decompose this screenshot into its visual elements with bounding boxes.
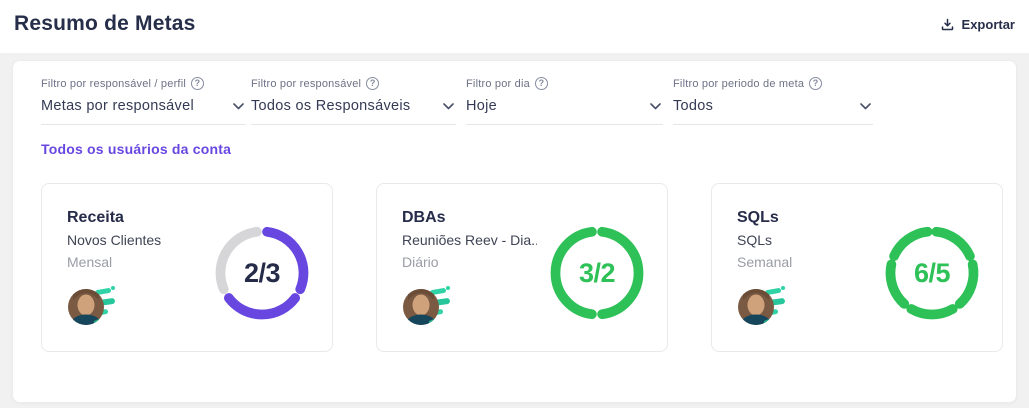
filter-selected-value: Metas por responsável (41, 98, 194, 114)
help-icon[interactable]: ? (809, 77, 823, 90)
filter-group: Filtro por dia ? Hoje (466, 77, 663, 125)
filter-label: Filtro por responsável / perfil ? (41, 77, 246, 90)
filter-select[interactable]: Hoje (466, 97, 663, 125)
filter-select[interactable]: Metas por responsável (41, 97, 246, 125)
goal-card-subtitle: SQLs (737, 232, 773, 248)
account-users-link[interactable]: Todos os usuários da conta (41, 141, 232, 157)
goal-cards: Receita Novos Clientes Mensal (41, 183, 1003, 352)
summary-panel: Filtro por responsável / perfil ? Metas … (12, 60, 1017, 403)
help-icon[interactable]: ? (534, 77, 548, 90)
filter-group: Filtro por responsável / perfil ? Metas … (41, 77, 246, 125)
goal-card-title: SQLs (737, 209, 779, 226)
filter-selected-value: Todos os Responsáveis (251, 98, 411, 114)
goal-card: DBAs Reuniões Reev - Dia... Diário (376, 183, 668, 352)
goal-card-title: Receita (67, 209, 124, 226)
export-button-label: Exportar (961, 17, 1015, 32)
filters-row: Filtro por responsável / perfil ? Metas … (41, 77, 873, 125)
goal-card-subtitle: Reuniões Reev - Dia... (402, 232, 537, 248)
filter-label: Filtro por responsável ? (251, 77, 456, 90)
export-button[interactable]: Exportar (940, 17, 1015, 32)
goal-card: SQLs SQLs Semanal 6 (711, 183, 1003, 352)
chevron-down-icon (860, 97, 871, 115)
goal-card-subtitle: Novos Clientes (67, 232, 162, 248)
filter-label: Filtro por dia ? (466, 77, 663, 90)
goal-card-period: Mensal (67, 254, 113, 270)
page-title: Resumo de Metas (14, 12, 196, 35)
goal-progress-label: 2/3 (243, 257, 281, 288)
filter-select[interactable]: Todos (673, 97, 873, 125)
chevron-down-icon (233, 97, 244, 115)
goal-card-title: DBAs (402, 209, 446, 226)
download-icon (940, 17, 955, 32)
help-icon[interactable]: ? (190, 77, 204, 90)
filter-label-text: Filtro por periodo de meta (673, 77, 805, 90)
avatar (67, 284, 119, 333)
help-icon[interactable]: ? (366, 77, 380, 90)
goal-card: Receita Novos Clientes Mensal (41, 183, 333, 352)
donut-chart (550, 226, 644, 320)
filter-label-text: Filtro por responsável / perfil (41, 77, 186, 90)
filter-label: Filtro por periodo de meta ? (673, 77, 873, 90)
donut-chart (215, 226, 309, 320)
goal-progress-label: 6/5 (913, 257, 951, 288)
chevron-down-icon (650, 97, 661, 115)
goal-card-period: Diário (402, 254, 439, 270)
goal-card-period: Semanal (737, 254, 793, 270)
avatar (402, 284, 454, 333)
filter-selected-value: Hoje (466, 98, 498, 114)
goal-progress-ring: 2/3 (209, 220, 315, 326)
page-header: Resumo de Metas Exportar (0, 0, 1029, 53)
filter-group: Filtro por periodo de meta ? Todos (673, 77, 873, 125)
goal-progress-label: 3/2 (578, 257, 616, 288)
goal-progress-ring: 6/5 (879, 220, 985, 326)
filter-group: Filtro por responsável ? Todos os Respon… (251, 77, 456, 125)
donut-chart (885, 226, 979, 320)
avatar (737, 284, 789, 333)
filter-selected-value: Todos (673, 98, 714, 114)
filter-label-text: Filtro por responsável (251, 77, 362, 90)
filter-label-text: Filtro por dia (466, 77, 530, 90)
filter-select[interactable]: Todos os Responsáveis (251, 97, 456, 125)
chevron-down-icon (443, 97, 454, 115)
goal-progress-ring: 3/2 (544, 220, 650, 326)
